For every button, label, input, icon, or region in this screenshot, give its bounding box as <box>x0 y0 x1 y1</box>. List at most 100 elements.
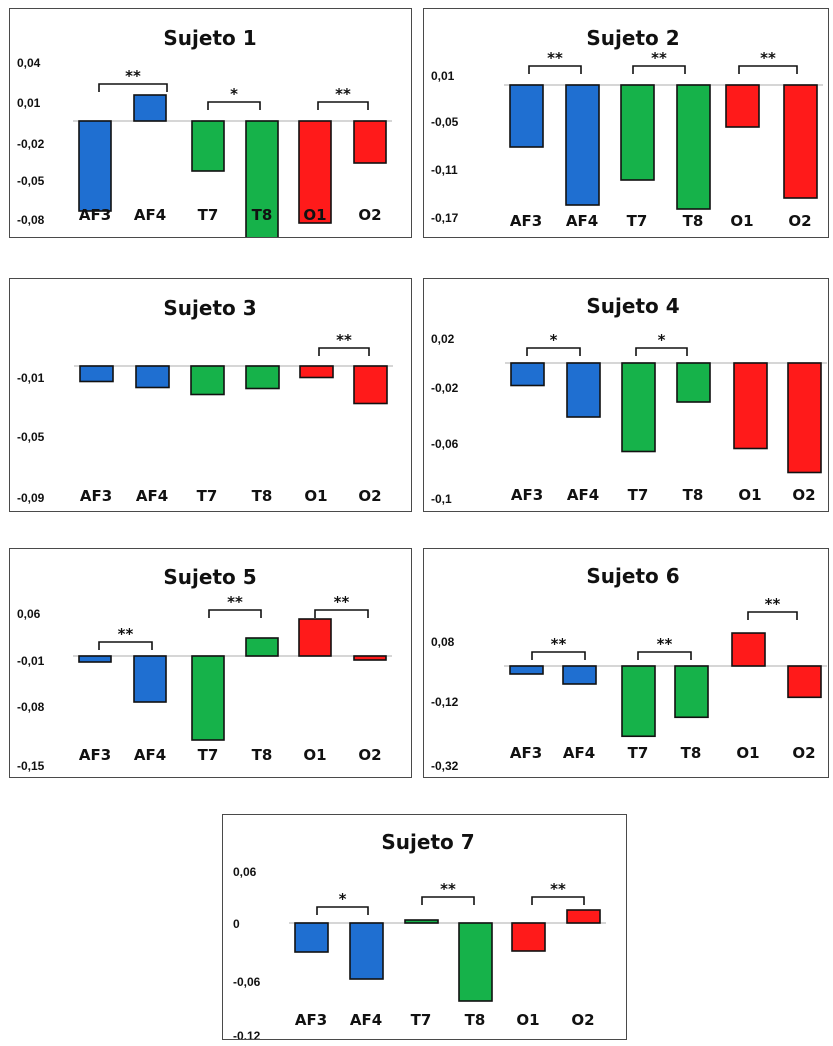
x-tick-label: O2 <box>358 487 381 505</box>
x-tick-label: O2 <box>788 212 811 230</box>
y-tick-label: -0,02 <box>431 381 459 395</box>
x-tick-label: T8 <box>252 206 273 224</box>
significance-label: ** <box>335 85 351 103</box>
bar-t8 <box>245 365 280 390</box>
bar-o2 <box>783 84 818 199</box>
bar-o2 <box>353 655 387 661</box>
x-tick-label: AF4 <box>350 1011 382 1029</box>
x-tick-label: AF3 <box>79 206 111 224</box>
x-tick-label: T7 <box>198 746 219 764</box>
chart-title: Sujeto 4 <box>586 294 679 318</box>
chart-panel-sujeto-1: Sujeto 1 0,04 0,01 -0,02 -0,05 -0,08 AF3 AF4 T7 T… <box>9 8 412 238</box>
significance-bracket <box>316 906 369 915</box>
chart-panel-sujeto-4: Sujeto 4 0,02 -0,02 -0,06 -0,1 AF3 AF4 T7 T8 O1 O2… <box>423 278 829 512</box>
y-tick-label: -0,05 <box>431 115 459 129</box>
y-tick-label: -0,09 <box>17 491 45 505</box>
bar-af3 <box>509 665 544 675</box>
bar-t7 <box>404 919 439 924</box>
bar-t7 <box>190 365 225 396</box>
significance-label: ** <box>551 635 567 653</box>
bar-t7 <box>621 362 656 453</box>
significance-label: ** <box>657 635 673 653</box>
bar-af3 <box>294 922 329 953</box>
bar-t8 <box>674 665 709 719</box>
y-tick-label: -0,06 <box>431 437 459 451</box>
y-tick-label: -0,17 <box>431 211 459 225</box>
bar-af3 <box>79 365 114 383</box>
significance-bracket <box>632 65 686 74</box>
significance-bracket <box>98 641 153 650</box>
bar-o2 <box>353 120 387 164</box>
bar-t7 <box>191 120 225 172</box>
x-tick-label: O1 <box>303 206 326 224</box>
x-tick-label: AF3 <box>510 744 542 762</box>
bar-t7 <box>191 655 225 741</box>
chart-svg: Sujeto 3 -0,01 -0,05 -0,09 AF3 AF4 T7 T8 O1 O2 ** <box>17 296 393 505</box>
significance-bracket <box>637 651 692 660</box>
significance-bracket <box>528 65 582 74</box>
x-tick-label: T8 <box>681 744 702 762</box>
bar-o1 <box>725 84 760 128</box>
significance-label: * <box>658 331 666 349</box>
x-tick-label: T8 <box>683 486 704 504</box>
significance-label: ** <box>550 880 566 898</box>
y-tick-label: -0,32 <box>431 759 459 773</box>
y-tick-label: 0 <box>233 917 240 931</box>
chart-title: Sujeto 3 <box>163 296 256 320</box>
chart-svg: Sujeto 4 0,02 -0,02 -0,06 -0,1 AF3 AF4 T7 T8 O1 O2… <box>431 294 827 506</box>
x-tick-label: T7 <box>197 487 218 505</box>
significance-label: * <box>339 890 347 908</box>
x-tick-label: T7 <box>628 744 649 762</box>
bar-af3 <box>78 655 112 663</box>
x-tick-label: T7 <box>198 206 219 224</box>
x-tick-label: O2 <box>792 744 815 762</box>
chart-svg: Sujeto 1 0,04 0,01 -0,02 -0,05 -0,08 AF3 AF4 T7 T… <box>17 26 392 237</box>
significance-label: ** <box>334 593 350 611</box>
significance-label: ** <box>547 49 563 67</box>
x-tick-label: O2 <box>358 206 381 224</box>
bar-o2 <box>353 365 388 405</box>
chart-svg: Sujeto 6 0,08 -0,12 -0,32 AF3 AF4 T7 T8 O1 O2 ** **… <box>431 564 827 773</box>
significance-label: ** <box>125 67 141 85</box>
bar-af4 <box>133 655 167 703</box>
x-tick-label: T8 <box>252 487 273 505</box>
chart-title: Sujeto 5 <box>163 565 256 589</box>
bar-t8 <box>676 362 711 403</box>
bar-af4 <box>565 84 600 206</box>
significance-bracket <box>738 65 798 74</box>
chart-panel-sujeto-7: Sujeto 7 0,06 0 -0,06 -0,12 AF3 AF4 T7 T8 O1 O2 * **… <box>222 814 627 1040</box>
chart-panel-sujeto-3: Sujeto 3 -0,01 -0,05 -0,09 AF3 AF4 T7 T8 O1 O2 ** <box>9 278 412 512</box>
x-tick-label: AF3 <box>79 746 111 764</box>
chart-svg: Sujeto 5 0,06 -0,01 -0,08 -0,15 AF3 AF4 T7 T8 O1 O… <box>17 565 392 773</box>
x-tick-label: AF3 <box>510 212 542 230</box>
x-tick-label: O1 <box>736 744 759 762</box>
y-tick-label: -0,08 <box>17 213 45 227</box>
y-tick-label: -0,02 <box>17 137 45 151</box>
significance-bracket <box>526 347 581 356</box>
x-tick-label: T8 <box>683 212 704 230</box>
x-tick-label: AF4 <box>134 746 166 764</box>
x-tick-label: O2 <box>571 1011 594 1029</box>
bar-o1 <box>731 632 766 667</box>
y-tick-label: -0,12 <box>431 695 459 709</box>
x-tick-label: AF4 <box>134 206 166 224</box>
bar-af3 <box>78 120 112 212</box>
significance-bracket <box>314 609 369 618</box>
chart-title: Sujeto 7 <box>381 830 474 854</box>
bar-t8 <box>245 120 279 237</box>
chart-title: Sujeto 1 <box>163 26 256 50</box>
y-tick-label: 0,01 <box>431 69 455 83</box>
chart-svg: Sujeto 2 0,01 -0,05 -0,11 -0,17 AF3 AF4 T7 T8 O1 O… <box>431 26 823 230</box>
x-tick-label: AF4 <box>563 744 595 762</box>
significance-label: * <box>230 85 238 103</box>
y-tick-label: -0,1 <box>431 492 452 506</box>
significance-bracket <box>207 101 261 110</box>
bar-o1 <box>298 618 332 657</box>
x-tick-label: T8 <box>252 746 273 764</box>
y-tick-label: -0,06 <box>233 975 261 989</box>
x-tick-label: O2 <box>358 746 381 764</box>
x-tick-label: O1 <box>304 487 327 505</box>
significance-bracket <box>318 347 370 356</box>
y-tick-label: 0,06 <box>17 607 41 621</box>
